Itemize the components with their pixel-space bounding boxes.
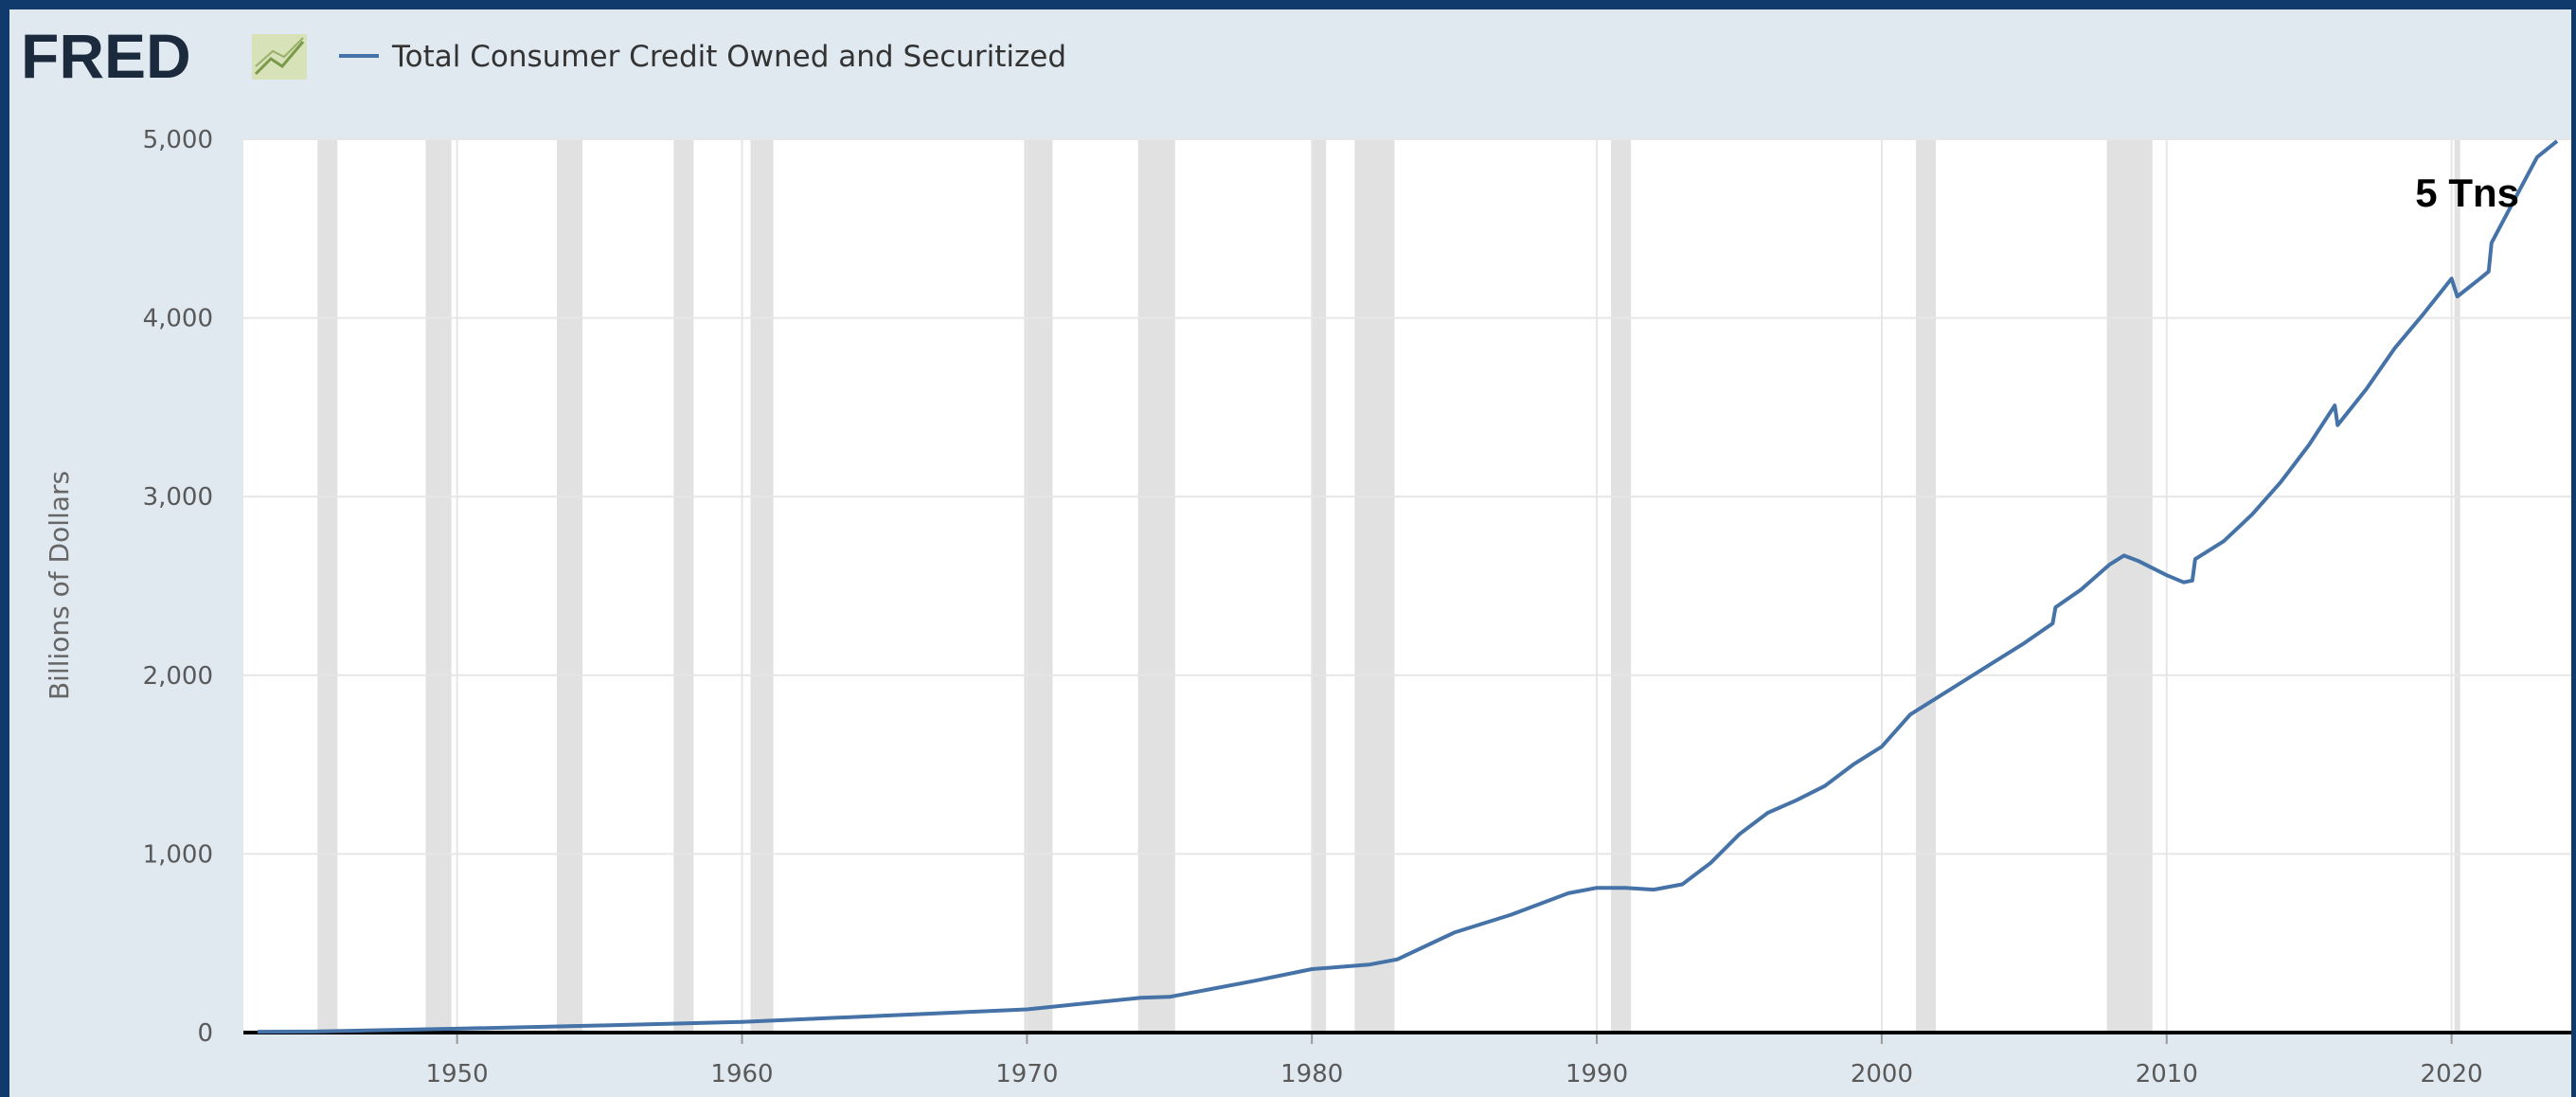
logo-icon [252, 34, 307, 80]
plot-area [243, 139, 2571, 1033]
recession-band [425, 139, 452, 1033]
recession-band [2454, 139, 2460, 1033]
legend-label: Total Consumer Credit Owned and Securiti… [391, 40, 1066, 74]
x-tick-label: 1990 [1565, 1060, 1628, 1088]
recession-band [1024, 139, 1053, 1033]
y-tick-label: 1,000 [143, 840, 213, 869]
annotation: 5 Tns [2415, 171, 2519, 215]
x-tick-label: 1960 [710, 1060, 773, 1088]
x-tick-label: 1980 [1280, 1060, 1343, 1088]
x-tick-label: 2000 [1851, 1060, 1913, 1088]
y-tick-label: 0 [197, 1019, 213, 1048]
y-tick-label: 4,000 [143, 305, 213, 333]
recession-band [1137, 139, 1175, 1033]
recession-band [1916, 139, 1937, 1033]
recession-band [1611, 139, 1632, 1033]
y-tick-label: 5,000 [143, 126, 213, 154]
recession-band [673, 139, 694, 1033]
x-tick-label: 1950 [426, 1060, 489, 1088]
logo: FRED [21, 21, 191, 91]
x-tick-label: 2010 [2136, 1060, 2198, 1088]
y-axis-label: Billions of Dollars [44, 471, 75, 700]
recession-band [556, 139, 583, 1033]
recession-band [1354, 139, 1395, 1033]
x-tick-label: 1970 [995, 1060, 1058, 1088]
recession-band [317, 139, 338, 1033]
series-line [257, 139, 2559, 1034]
recession-band [750, 139, 774, 1033]
y-tick-label: 3,000 [143, 483, 213, 512]
x-tick-label: 2020 [2421, 1060, 2483, 1088]
recession-band [1312, 139, 1327, 1033]
y-tick-label: 2,000 [143, 662, 213, 691]
recession-band [2106, 139, 2153, 1033]
